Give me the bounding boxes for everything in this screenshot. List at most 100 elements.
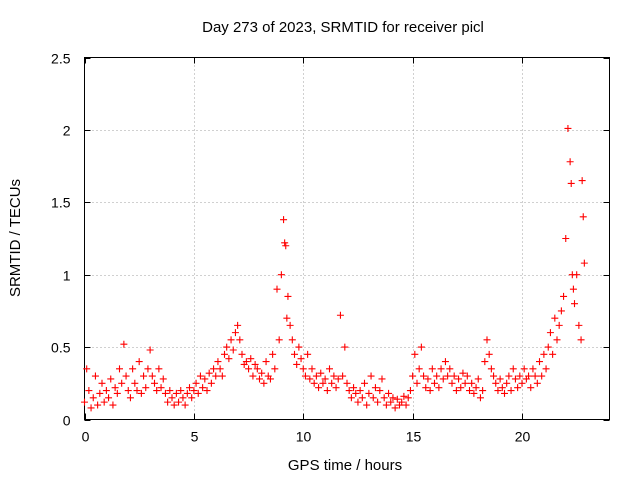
data-point	[437, 365, 445, 373]
x-tick-label: 20	[515, 429, 531, 445]
data-point	[89, 394, 97, 402]
y-axis-title: SRMTID / TECUs	[7, 179, 24, 297]
data-point	[371, 384, 379, 392]
data-point	[256, 375, 263, 383]
data-point	[492, 379, 500, 387]
data-point	[181, 401, 189, 409]
data-point	[323, 387, 331, 395]
data-point	[406, 387, 414, 395]
data-point	[391, 404, 399, 412]
data-point	[536, 358, 543, 366]
data-point	[481, 358, 489, 366]
data-point	[242, 358, 250, 366]
data-point	[398, 398, 406, 406]
data-point	[166, 387, 174, 395]
data-point	[312, 372, 320, 380]
data-point	[553, 336, 561, 344]
data-point	[223, 343, 231, 351]
data-point	[354, 398, 362, 406]
data-point	[231, 329, 239, 337]
data-point	[567, 179, 575, 187]
data-point	[196, 372, 204, 380]
data-point	[385, 389, 393, 397]
data-point	[409, 372, 417, 380]
data-point	[260, 379, 268, 387]
data-point	[310, 379, 318, 387]
data-point	[352, 389, 360, 397]
data-point	[341, 343, 349, 351]
data-point	[207, 379, 215, 387]
data-points	[81, 124, 588, 412]
data-point	[450, 372, 458, 380]
data-point	[148, 372, 156, 380]
data-point	[94, 401, 102, 409]
data-point	[319, 379, 327, 387]
data-point	[564, 124, 572, 132]
data-point	[498, 384, 506, 392]
data-point	[291, 350, 298, 358]
data-point	[229, 346, 237, 354]
data-point	[155, 365, 163, 373]
y-tick-label: 1.5	[51, 195, 71, 211]
data-point	[247, 355, 255, 363]
data-point	[374, 398, 382, 406]
data-point	[466, 387, 473, 395]
data-point	[183, 389, 191, 397]
data-point	[98, 379, 106, 387]
data-point	[262, 358, 270, 366]
data-point	[367, 372, 375, 380]
data-point	[369, 394, 377, 402]
data-point	[188, 394, 196, 402]
data-point	[124, 387, 132, 395]
data-point	[153, 387, 161, 395]
x-tick-label: 5	[191, 429, 199, 445]
data-point	[253, 365, 261, 373]
data-point	[441, 358, 449, 366]
grid-lines	[84, 57, 610, 420]
y-tick-label: 2	[63, 123, 71, 139]
x-axis-title: GPS time / hours	[288, 457, 402, 474]
data-point	[295, 343, 303, 351]
data-point	[87, 404, 95, 412]
data-point	[415, 365, 423, 373]
data-point	[345, 387, 353, 395]
data-point	[159, 375, 167, 383]
data-point	[529, 365, 537, 373]
data-point	[376, 387, 384, 395]
data-point	[503, 379, 511, 387]
data-point	[91, 372, 99, 380]
data-point	[105, 394, 113, 402]
data-point	[227, 336, 235, 344]
data-point	[201, 375, 209, 383]
data-point	[520, 365, 528, 373]
data-point	[177, 387, 185, 395]
data-point	[221, 350, 228, 358]
data-point	[511, 375, 519, 383]
data-point	[142, 384, 150, 392]
data-point	[281, 239, 289, 247]
data-point	[334, 375, 342, 383]
data-point	[273, 285, 281, 293]
data-point	[389, 394, 397, 402]
y-tick-label: 2.5	[51, 51, 71, 67]
data-point	[452, 387, 460, 395]
data-point	[168, 394, 176, 402]
data-point	[365, 389, 373, 397]
data-point	[120, 340, 128, 348]
data-point	[404, 394, 412, 402]
data-point	[533, 379, 541, 387]
data-point	[350, 384, 358, 392]
data-point	[81, 398, 88, 406]
data-point	[431, 379, 438, 387]
data-point	[234, 321, 242, 329]
data-point	[457, 384, 465, 392]
data-point	[557, 307, 565, 315]
y-tick-label: 0.5	[51, 340, 71, 356]
data-point	[540, 350, 548, 358]
data-point	[424, 375, 432, 383]
data-point	[417, 343, 425, 351]
data-point	[463, 372, 471, 380]
data-point	[479, 387, 487, 395]
data-point	[315, 384, 323, 392]
data-point	[216, 365, 224, 373]
